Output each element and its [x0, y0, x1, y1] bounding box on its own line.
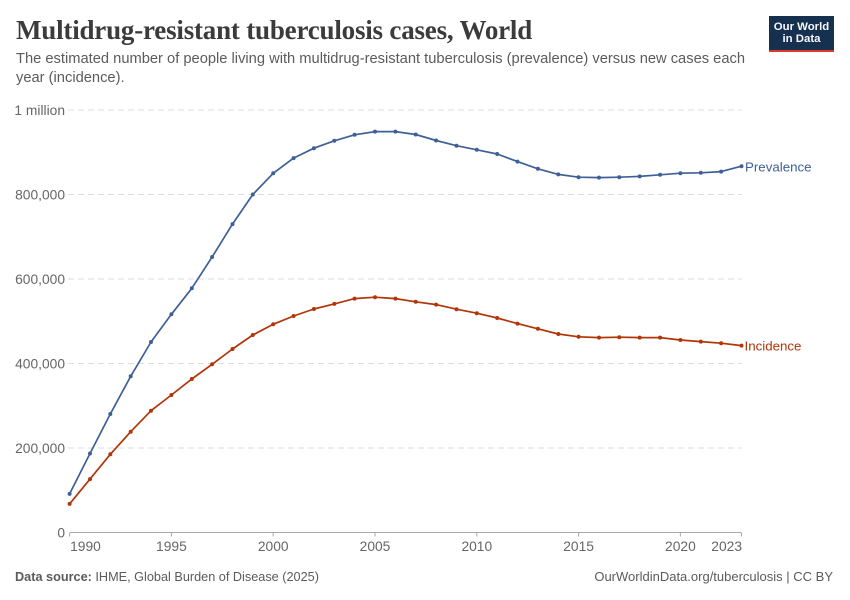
svg-text:400,000: 400,000 [15, 356, 65, 371]
svg-text:800,000: 800,000 [15, 187, 65, 202]
svg-text:2010: 2010 [461, 539, 492, 554]
svg-text:1 million: 1 million [14, 103, 65, 118]
svg-text:2015: 2015 [563, 539, 594, 554]
svg-text:2000: 2000 [258, 539, 289, 554]
svg-text:Prevalence: Prevalence [745, 159, 812, 174]
svg-text:2020: 2020 [665, 539, 696, 554]
svg-text:Incidence: Incidence [745, 339, 802, 354]
svg-text:1995: 1995 [156, 539, 187, 554]
svg-text:200,000: 200,000 [15, 441, 65, 456]
svg-text:1990: 1990 [70, 539, 101, 554]
svg-text:600,000: 600,000 [15, 272, 65, 287]
svg-text:0: 0 [57, 525, 65, 540]
svg-text:2005: 2005 [360, 539, 391, 554]
svg-text:2023: 2023 [711, 539, 742, 554]
